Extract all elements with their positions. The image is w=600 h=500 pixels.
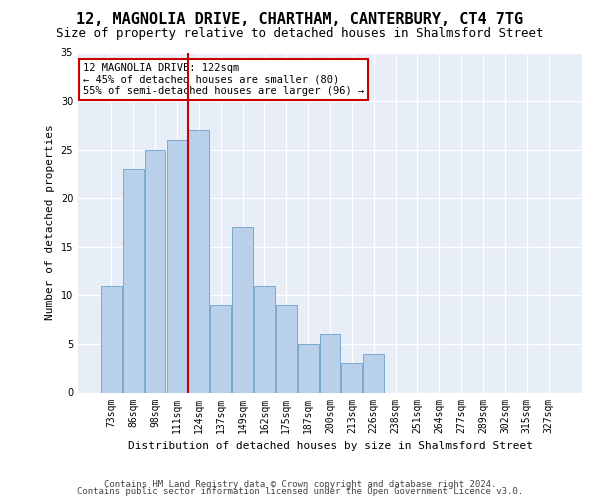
- Bar: [167, 140, 187, 392]
- Text: Contains HM Land Registry data © Crown copyright and database right 2024.: Contains HM Land Registry data © Crown c…: [104, 480, 496, 489]
- Bar: [254, 286, 275, 393]
- Bar: [188, 130, 209, 392]
- Text: 12 MAGNOLIA DRIVE: 122sqm
← 45% of detached houses are smaller (80)
55% of semi-: 12 MAGNOLIA DRIVE: 122sqm ← 45% of detac…: [83, 62, 364, 96]
- Bar: [101, 286, 122, 393]
- Bar: [364, 354, 384, 393]
- Bar: [232, 228, 253, 392]
- Bar: [276, 305, 296, 392]
- Bar: [320, 334, 340, 392]
- Text: 12, MAGNOLIA DRIVE, CHARTHAM, CANTERBURY, CT4 7TG: 12, MAGNOLIA DRIVE, CHARTHAM, CANTERBURY…: [76, 12, 524, 28]
- Bar: [145, 150, 166, 392]
- Y-axis label: Number of detached properties: Number of detached properties: [45, 124, 55, 320]
- Bar: [298, 344, 319, 393]
- Bar: [210, 305, 231, 392]
- Text: Contains public sector information licensed under the Open Government Licence v3: Contains public sector information licen…: [77, 488, 523, 496]
- Bar: [341, 364, 362, 392]
- X-axis label: Distribution of detached houses by size in Shalmsford Street: Distribution of detached houses by size …: [128, 441, 533, 451]
- Text: Size of property relative to detached houses in Shalmsford Street: Size of property relative to detached ho…: [56, 28, 544, 40]
- Bar: [123, 169, 143, 392]
